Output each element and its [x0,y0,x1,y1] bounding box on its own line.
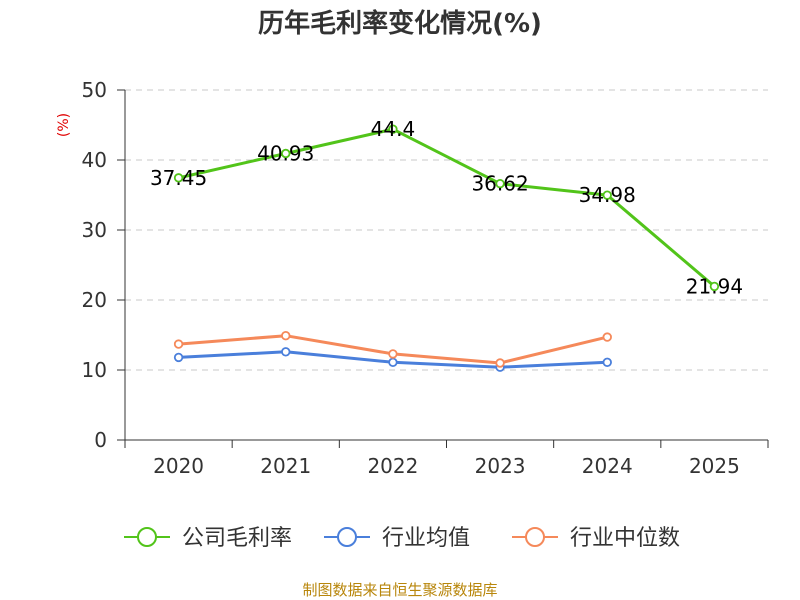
data-point[interactable] [602,357,612,367]
data-point[interactable] [281,148,291,159]
data-label: 37.45 [150,166,207,190]
data-point[interactable] [173,173,184,183]
legend-marker [525,527,545,547]
x-tick-label: 2022 [367,454,418,478]
legend[interactable]: 公司毛利率 行业均值 行业中位数 [124,526,680,551]
data-point[interactable] [173,339,184,349]
y-tick-label: 40 [82,148,107,172]
legend-label: 行业中位数 [570,526,680,551]
x-tick-label: 2020 [153,454,204,478]
x-tick-label: 2024 [582,454,633,478]
y-axis-unit: (%) [56,113,72,137]
legend-item-1[interactable]: 公司毛利率 [124,526,292,551]
legend-item-2[interactable]: 行业均值 [324,526,470,551]
grid-lines [125,89,768,371]
data-point[interactable] [388,357,398,367]
x-tick-label: 2021 [260,454,311,478]
legend-label: 行业均值 [382,526,470,551]
data-point[interactable] [173,352,184,363]
y-tick-label: 50 [82,78,107,102]
series-2 [173,347,612,372]
data-point[interactable] [709,281,720,292]
y-tick-label: 10 [82,358,107,382]
legend-marker [137,527,157,547]
y-tick-label: 20 [82,288,107,312]
source-note: 制图数据来自恒生聚源数据库 [302,581,497,599]
data-label: 40.93 [257,141,314,165]
data-label: 44.4 [371,117,416,141]
legend-item-3[interactable]: 行业中位数 [512,526,680,551]
series-3 [173,331,612,368]
x-tick-label: 2025 [689,454,740,478]
data-point[interactable] [495,358,505,368]
series-1 [173,124,720,292]
data-point[interactable] [495,178,505,189]
legend-label: 公司毛利率 [182,526,292,551]
legend-marker [337,527,357,547]
axes: 0 10 20 30 40 50 2020 2021 2022 2023 2024 2025 [82,78,769,478]
data-point[interactable] [281,331,291,341]
data-label: 34.98 [579,183,636,207]
data-point[interactable] [388,124,398,134]
x-tick-label: 2023 [475,454,526,478]
data-point[interactable] [602,332,612,342]
series-line [178,127,716,288]
data-labels: 37.45 40.93 44.4 36.62 34.98 21.94 [150,117,743,298]
data-point[interactable] [602,190,612,200]
data-point[interactable] [281,347,291,357]
chart-title: 历年毛利率变化情况(%) [258,8,542,39]
data-label: 21.94 [686,274,743,298]
data-point[interactable] [388,349,398,359]
data-label: 36.62 [471,172,528,196]
y-tick-label: 0 [94,428,107,452]
series-layer [173,124,720,372]
y-tick-label: 30 [82,218,107,242]
